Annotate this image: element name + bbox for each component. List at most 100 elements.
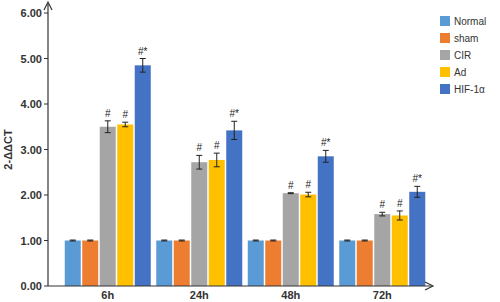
- error-cap: [214, 153, 220, 154]
- error-stem: [234, 121, 235, 139]
- error-cap: [362, 240, 368, 241]
- error-cap: [344, 240, 350, 241]
- error-bar: [288, 192, 294, 194]
- annotation: #*: [413, 173, 423, 184]
- error-cap: [344, 240, 350, 241]
- error-cap: [161, 240, 167, 241]
- error-bar: [140, 59, 146, 73]
- error-bar: [323, 150, 329, 162]
- bar: [265, 241, 281, 287]
- legend-label: CIR: [454, 50, 471, 61]
- error-cap: [231, 139, 237, 140]
- bar: [100, 127, 116, 286]
- error-cap: [414, 197, 420, 198]
- error-bar: [397, 211, 403, 220]
- bar: [174, 241, 190, 287]
- error-cap: [270, 240, 276, 241]
- error-stem: [199, 155, 200, 169]
- error-cap: [70, 240, 76, 241]
- error-cap: [397, 210, 403, 211]
- error-stem: [325, 150, 326, 162]
- error-bar: [414, 186, 420, 197]
- error-cap: [323, 150, 329, 151]
- error-bar: [362, 240, 368, 242]
- error-cap: [161, 240, 167, 241]
- error-stem: [308, 192, 309, 197]
- error-cap: [140, 72, 146, 73]
- error-bar: [231, 121, 237, 139]
- bar: [82, 241, 98, 287]
- error-cap: [140, 58, 146, 59]
- y-axis: [47, 4, 48, 286]
- annotation: #*: [230, 108, 240, 119]
- error-cap: [362, 240, 368, 241]
- y-tick-label: 5.00: [21, 53, 42, 65]
- error-bar: [161, 240, 167, 242]
- bar: [392, 215, 408, 286]
- error-cap: [253, 240, 259, 241]
- annotation: #: [122, 109, 128, 120]
- legend-label: HIF-1α: [454, 84, 485, 95]
- y-axis-label: 2-ΔΔCT: [2, 129, 14, 170]
- bar: [248, 241, 264, 287]
- y-tick-label: 2.00: [21, 189, 42, 201]
- error-bar: [179, 240, 185, 242]
- y-tick-label: 4.00: [21, 98, 42, 110]
- error-cap: [379, 215, 385, 216]
- y-axis-arrow: [44, 2, 52, 10]
- legend-label: Ad: [454, 67, 466, 78]
- bar: [339, 241, 355, 287]
- bars: [65, 59, 426, 287]
- annotation: #: [288, 180, 294, 191]
- bar: [300, 195, 316, 286]
- x-tick-label: 48h: [281, 289, 300, 301]
- error-cap: [196, 169, 202, 170]
- y-tick-label: 3.00: [21, 144, 42, 156]
- bar: [191, 162, 207, 286]
- x-tick-label: 72h: [373, 289, 392, 301]
- bar: [226, 130, 242, 286]
- x-tick-label: 24h: [190, 289, 209, 301]
- x-axis: [48, 285, 432, 286]
- annotation: #: [196, 142, 202, 153]
- error-cap: [105, 120, 111, 121]
- error-stem: [382, 212, 383, 216]
- annotation: #: [397, 198, 403, 209]
- error-stem: [417, 186, 418, 197]
- bar: [65, 241, 81, 287]
- error-stem: [125, 122, 126, 127]
- error-bar: [122, 122, 128, 127]
- error-cap: [214, 166, 220, 167]
- x-tick-label: 6h: [101, 289, 114, 301]
- bar: [156, 241, 172, 287]
- x-axis-arrow: [425, 282, 433, 290]
- legend-label: sham: [454, 33, 478, 44]
- error-cap: [253, 240, 259, 241]
- error-cap: [379, 212, 385, 213]
- error-cap: [179, 240, 185, 241]
- error-cap: [105, 132, 111, 133]
- error-bar: [379, 212, 385, 216]
- bar: [409, 192, 425, 286]
- bar: [357, 241, 373, 287]
- error-cap: [179, 240, 185, 241]
- annotation: #*: [138, 46, 148, 57]
- error-cap: [414, 186, 420, 187]
- legend-swatch: [440, 84, 450, 94]
- error-bar: [87, 240, 93, 242]
- error-bar: [214, 153, 220, 167]
- bar: [374, 214, 390, 286]
- error-cap: [70, 240, 76, 241]
- annotation: #: [105, 108, 111, 119]
- error-cap: [305, 192, 311, 193]
- annotation: #: [305, 179, 311, 190]
- error-cap: [122, 122, 128, 123]
- error-bar: [253, 240, 259, 242]
- legend-swatch: [440, 67, 450, 77]
- error-bar: [196, 155, 202, 169]
- error-bar: [70, 240, 76, 242]
- legend-swatch: [440, 33, 450, 43]
- error-stem: [399, 211, 400, 220]
- annotation: #: [379, 199, 385, 210]
- error-bar: [344, 240, 350, 242]
